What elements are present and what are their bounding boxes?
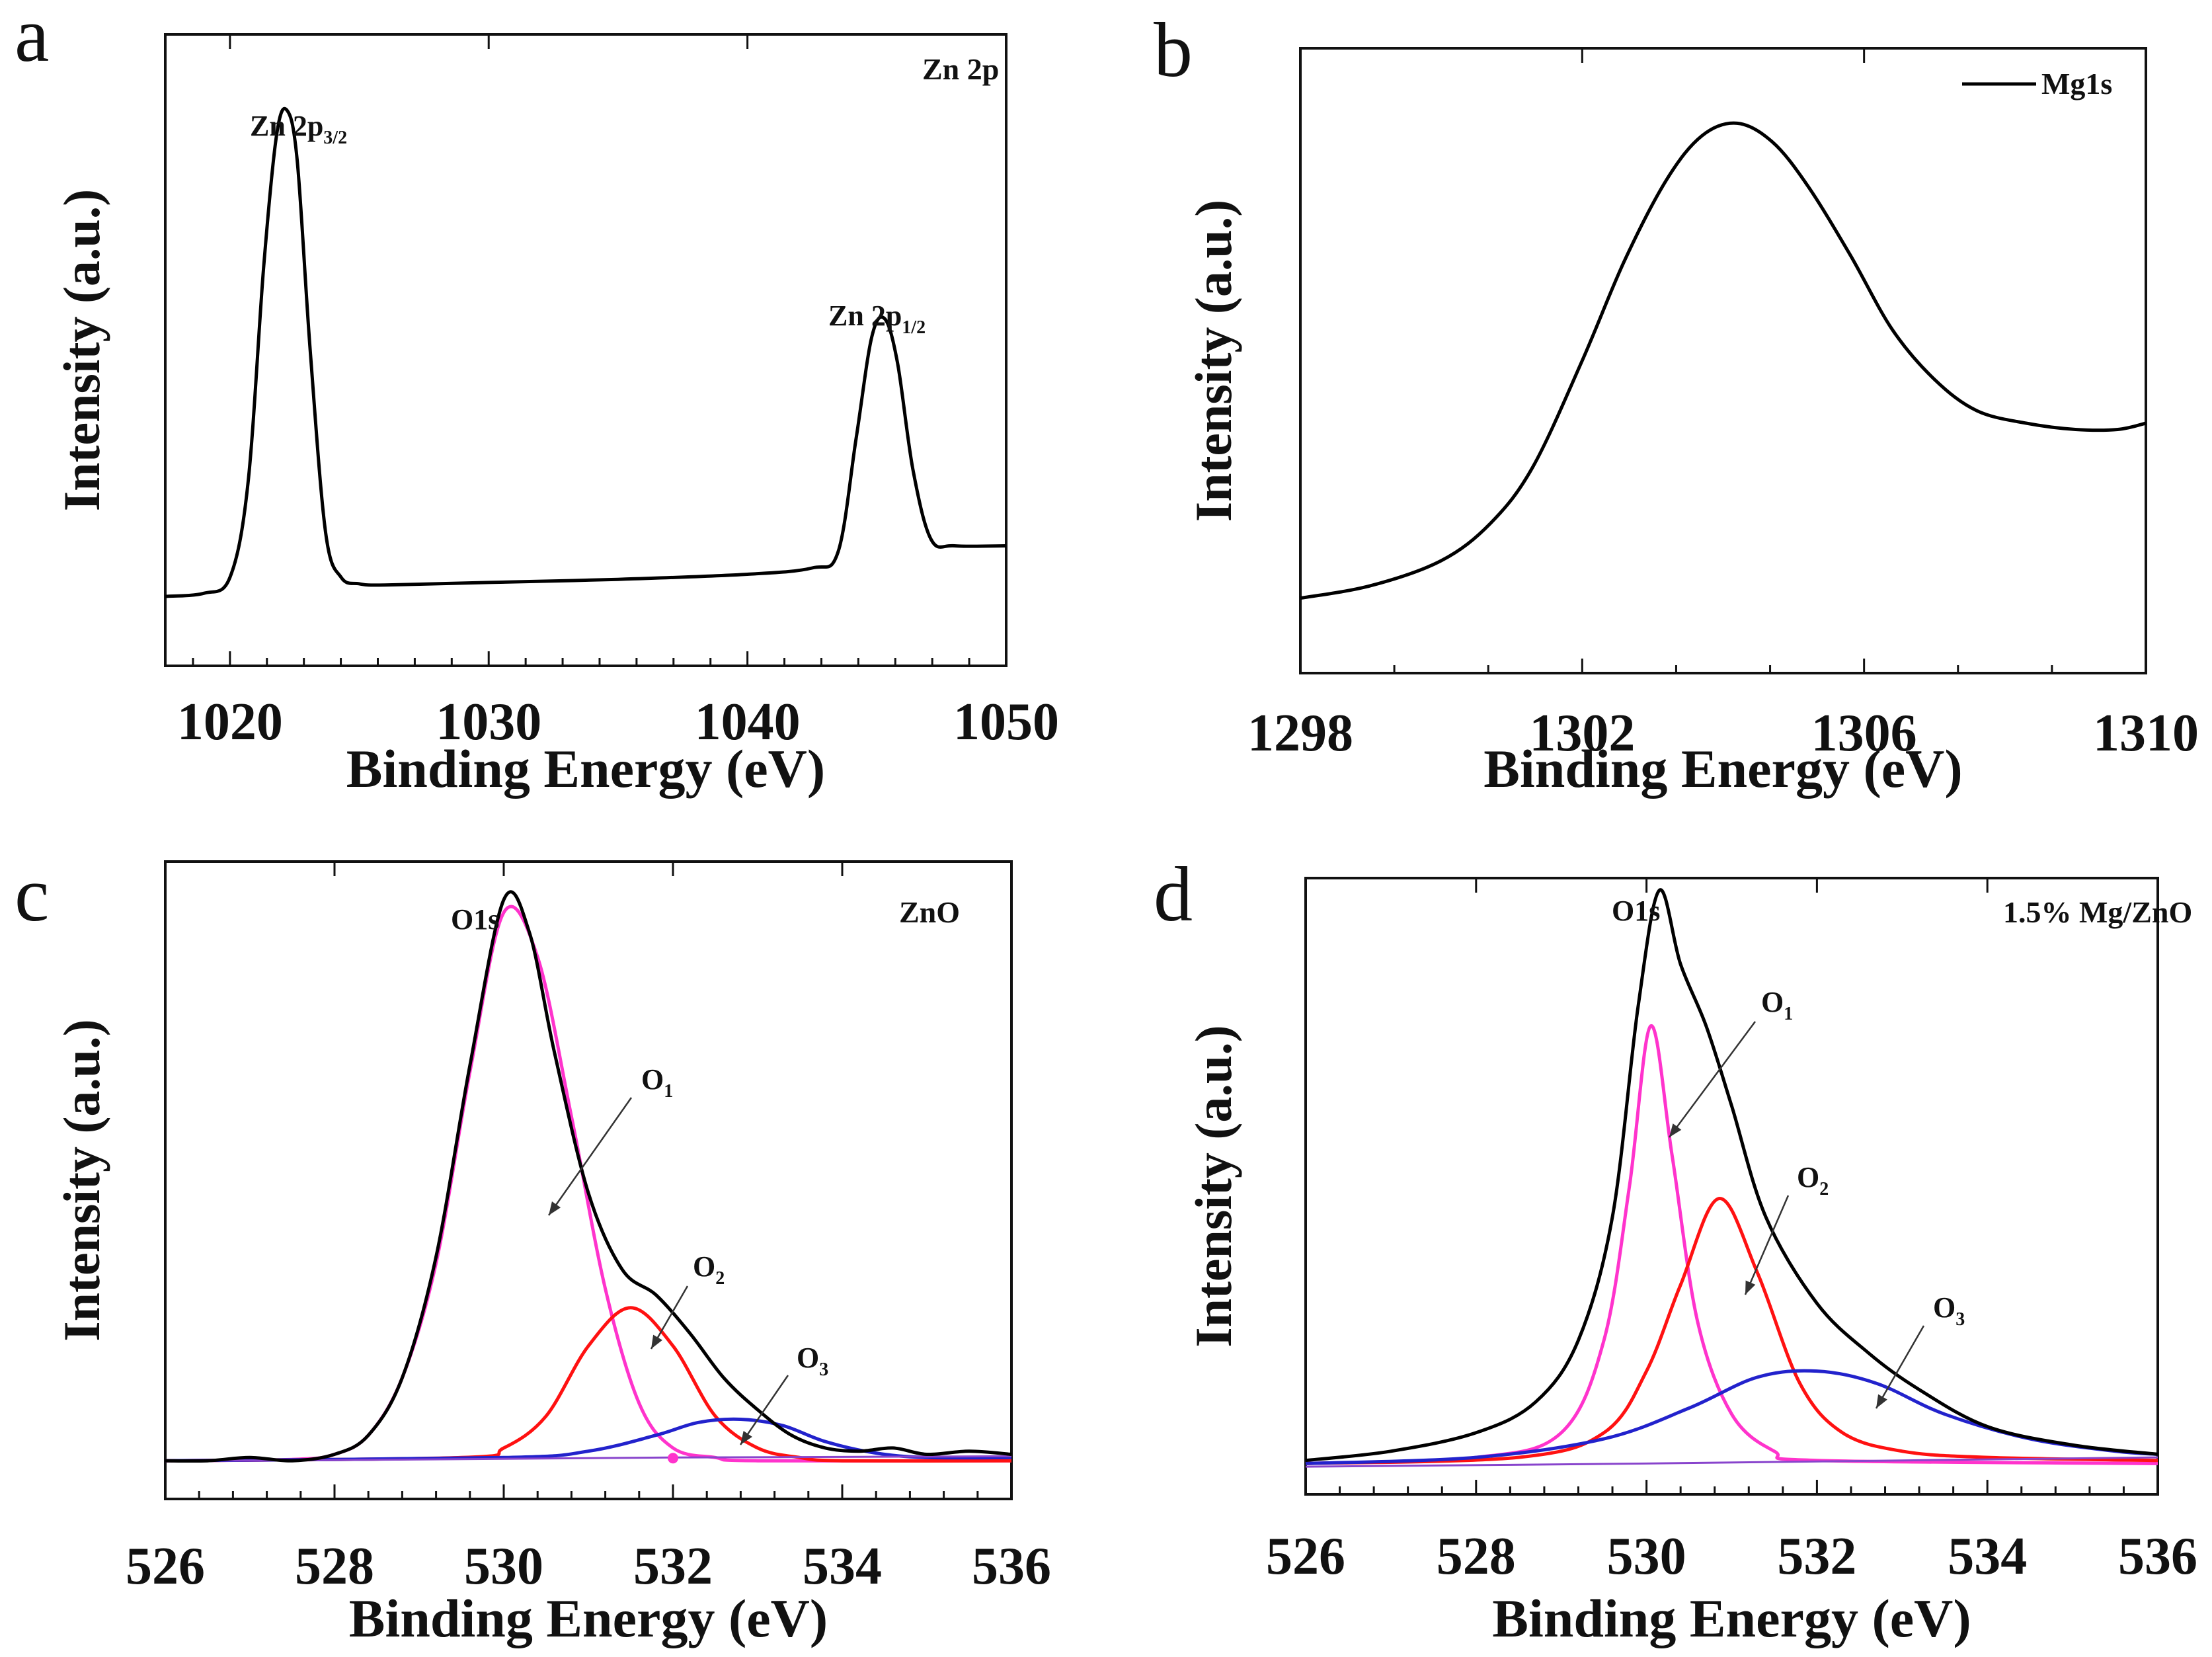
y-axis-label: Intensity (a.u.) [53,1019,110,1342]
annotation-base: O [693,1250,715,1283]
x-tick-label: 528 [295,1537,374,1596]
plot-frame [164,33,1007,667]
annotation-arrowhead [651,1334,662,1349]
series-line-baseline [1305,1456,2158,1468]
annotation-subscript: 1 [664,1081,673,1102]
annotation-arrow [547,1097,633,1216]
annotation-label: O2 [693,1250,725,1289]
x-axis-label: Binding Energy (eV) [1483,739,1962,799]
annotation-subscript: 1 [1784,1004,1793,1024]
x-tick-label: 534 [1948,1527,2027,1586]
series-line-o3 [165,1417,1012,1463]
annotation-subscript: 3 [1955,1309,1965,1330]
x-tick-label: 1040 [695,693,801,751]
series-line-o2 [165,1306,1012,1463]
x-tick-label: 536 [2118,1527,2197,1586]
panel-letter: b [1154,7,1193,93]
y-axis-label: Intensity (a.u.) [1185,1025,1242,1348]
chart-panel-a: 1020 1030 1040 1050 Binding Energy (eV) Inten… [15,0,1059,799]
series-line-o1 [165,905,1012,1463]
panel-tag: ZnO [899,895,960,929]
chart-panel-d: 526 528 530 532 534 536 Binding Energy (eV) Int… [1154,851,2197,1648]
annotation-label: Zn 2p3/2 [250,110,347,148]
annotation-arrowhead [1876,1394,1887,1408]
annotation-arrowhead [549,1201,561,1215]
panel-letter: c [15,851,49,938]
x-tick-label: 1302 [1529,704,1635,762]
baseline-marker [668,1453,678,1464]
annotation-base: Zn 2p [828,300,902,332]
annotation-base: O [1761,986,1784,1018]
panel-letter: a [15,0,49,78]
panel-tag: 1.5% Mg/ZnO [2003,895,2192,929]
x-tick-label: 1306 [1811,704,1917,762]
annotation-arrow [739,1375,789,1445]
annotation-subscript: 3 [819,1359,828,1380]
x-tick-label: 526 [1266,1527,1345,1586]
annotation-label: O3 [1933,1291,1965,1330]
series-line-envelope [1305,888,2158,1463]
legend-label: Mg1s [2041,67,2112,101]
x-axis-label: Binding Energy (eV) [1492,1588,1971,1648]
annotation-arrow [1744,1195,1790,1295]
x-tick-label: 534 [803,1537,882,1596]
annotation-label: Zn 2p1/2 [828,300,926,338]
y-axis-label: Intensity (a.u.) [53,189,110,512]
annotation-arrowhead [740,1430,752,1445]
x-tick-label: 526 [126,1537,205,1596]
annotation-label: O1 [1761,986,1793,1024]
x-axis-label: Binding Energy (eV) [349,1588,828,1648]
chart-panel-c: 526 528 530 532 534 536 Binding Energy (eV) Int… [15,851,1051,1648]
panel-tag: Zn 2p [922,52,999,86]
annotation-label: O1 [641,1063,673,1102]
series-line-envelope [165,890,1012,1463]
annotation-subscript: 3/2 [323,128,347,148]
annotation-label: O2 [1797,1161,1829,1199]
plot-frame [1304,877,2159,1496]
peak-label: O1s [451,903,499,936]
annotation-arrowhead [1669,1123,1682,1137]
annotation-base: O [1797,1161,1819,1193]
x-tick-label: 1030 [436,693,541,751]
series-line-o2 [1305,1197,2158,1465]
annotation-subscript: 1/2 [902,317,926,338]
x-tick-label: 1298 [1247,704,1353,762]
x-tick-label: 1020 [177,693,283,751]
x-tick-label: 532 [1777,1527,1856,1586]
annotation-subscript: 2 [715,1268,725,1289]
annotation-base: O [1933,1291,1955,1324]
plot-frame [164,860,1013,1500]
x-tick-label: 1310 [2093,704,2199,762]
series-line-o1 [1305,1024,2158,1465]
annotation-arrow [1875,1325,1925,1409]
x-tick-label: 530 [464,1537,543,1596]
annotation-label: O3 [797,1342,828,1380]
x-tick-label: 536 [972,1537,1051,1596]
annotation-base: O [641,1063,664,1096]
x-tick-label: 528 [1437,1527,1516,1586]
series-line-zn-2p [165,106,1007,598]
chart-panel-b: 1298 1302 1306 1310 Binding Energy (eV) Inten… [1154,7,2199,799]
annotation-arrowhead [1745,1280,1756,1295]
series-line-mg1s [1300,121,2147,600]
plot-frame [1299,47,2147,674]
y-axis-label: Intensity (a.u.) [1185,200,1242,522]
x-axis-label: Binding Energy (eV) [346,739,825,799]
x-tick-label: 532 [633,1537,713,1596]
x-tick-label: 530 [1607,1527,1686,1586]
x-tick-label: 1050 [953,693,1059,751]
panel-letter: d [1154,851,1193,938]
annotation-arrow [1668,1021,1757,1138]
annotation-base: O [797,1342,819,1374]
peak-label: O1s [1612,895,1660,927]
annotation-base: Zn 2p [250,110,323,142]
annotation-subscript: 2 [1819,1179,1829,1199]
